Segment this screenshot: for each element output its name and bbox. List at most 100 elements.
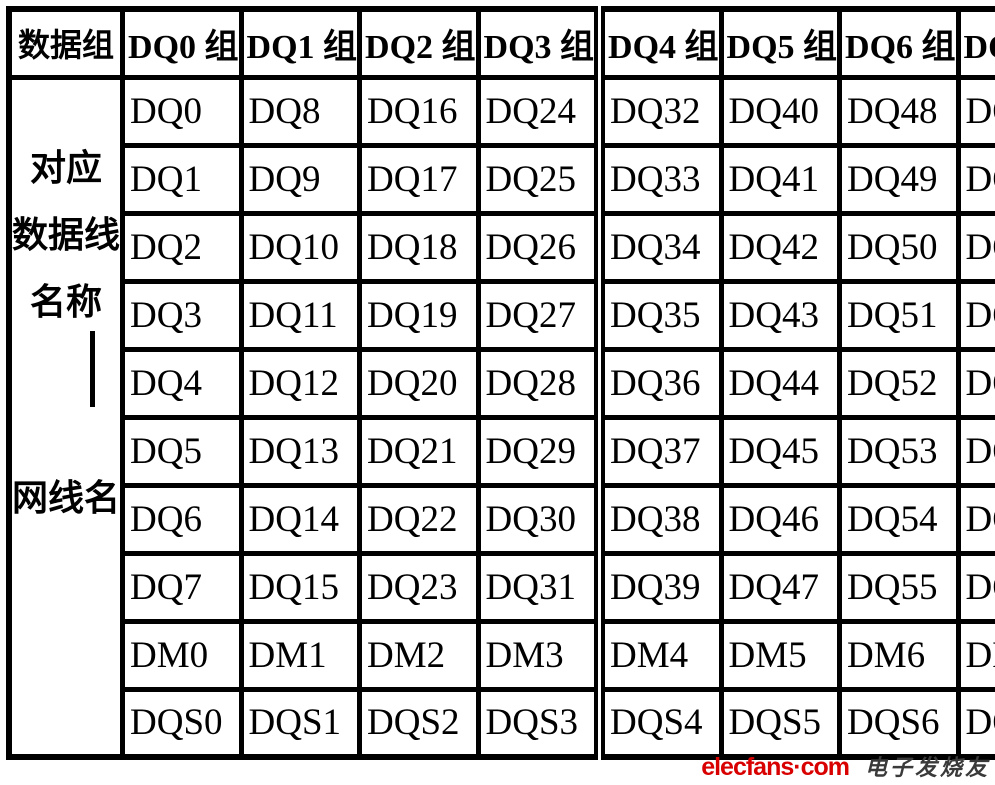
table-row: DQ6 DQ14 DQ22 DQ30 DQ38 DQ46 DQ54 DQ62 <box>9 482 995 556</box>
table-cell: DQ11 <box>238 278 363 352</box>
label-line-3: 名称 <box>30 281 103 322</box>
label-line-4: 网线名 <box>12 477 121 518</box>
table-cell: DQS3 <box>475 686 603 760</box>
table-cell: DQ41 <box>718 142 843 216</box>
table-cell: DQ31 <box>475 550 603 624</box>
table-cell: DQS4 <box>594 686 724 760</box>
table-cell: DQ61 <box>955 414 995 488</box>
vertical-dash <box>89 330 95 407</box>
column-header-dq4: DQ4 组 <box>594 6 724 80</box>
table-cell: DQ60 <box>955 346 995 420</box>
table-cell: DQ14 <box>238 482 363 556</box>
table-cell: DQ55 <box>837 550 961 624</box>
table-cell: DQS5 <box>718 686 843 760</box>
table-cell: DQ52 <box>837 346 961 420</box>
label-line-1: 对应 <box>30 147 103 188</box>
table-cell: DQ49 <box>837 142 961 216</box>
table-cell: DQ4 <box>120 346 244 420</box>
table-cell: DQ51 <box>837 278 961 352</box>
table-cell: DQ17 <box>357 142 481 216</box>
table-row: DQ5 DQ13 DQ21 DQ29 DQ37 DQ45 DQ53 DQ61 <box>9 414 995 488</box>
table-row: DM0 DM1 DM2 DM3 DM4 DM5 DM6 DM7 <box>9 618 995 692</box>
table-cell: DQ57 <box>955 142 995 216</box>
table-cell: DQ18 <box>357 210 481 284</box>
table-cell: DQ22 <box>357 482 481 556</box>
table-cell: DQ10 <box>238 210 363 284</box>
table-row: 对应 数据线 名称 网线名 DQ0 DQ8 DQ16 DQ24 DQ32 DQ4… <box>6 74 995 760</box>
corner-header: 数据组 <box>6 6 126 80</box>
table-cell: DQ16 <box>357 74 481 148</box>
column-header-dq7: DQ7 组 <box>955 6 995 80</box>
table-cell: DQ27 <box>475 278 603 352</box>
table-cell: DQ26 <box>475 210 603 284</box>
table-cell: DQ46 <box>718 482 843 556</box>
watermark-chinese-text: 电子发烧友 <box>864 754 990 780</box>
table-row: DQ3 DQ11 DQ19 DQ27 DQ35 DQ43 DQ51 DQ59 <box>9 278 995 352</box>
table-cell: DQ32 <box>594 74 724 148</box>
table-cell: DQ6 <box>120 482 244 556</box>
table-row: DQS0 DQS1 DQS2 DQS3 DQS4 DQS5 DQS6 DQS7 <box>9 686 995 760</box>
table-cell: DM5 <box>718 618 843 692</box>
table-cell: DQ23 <box>357 550 481 624</box>
column-header-dq5: DQ5 组 <box>718 6 843 80</box>
table-cell: DQ40 <box>718 74 843 148</box>
table-row: DQ7 DQ15 DQ23 DQ31 DQ39 DQ47 DQ55 DQ64 <box>9 550 995 624</box>
table-cell: DQ25 <box>475 142 603 216</box>
table-cell: DM7 <box>955 618 995 692</box>
table-cell: DQ13 <box>238 414 363 488</box>
column-header-dq3: DQ3 组 <box>475 6 603 80</box>
table-cell: DQ28 <box>475 346 603 420</box>
table-cell: DQ9 <box>238 142 363 216</box>
table-cell: DQ34 <box>594 210 724 284</box>
table-cell: DQ39 <box>594 550 724 624</box>
table-cell: DQS6 <box>837 686 961 760</box>
table-cell: DM6 <box>837 618 961 692</box>
elecfans-logo: elecfans·com <box>701 753 850 781</box>
column-header-dq6: DQ6 组 <box>837 6 961 80</box>
table-cell: DQ54 <box>837 482 961 556</box>
table-cell: DQ0 <box>120 74 244 148</box>
table-cell: DQ5 <box>120 414 244 488</box>
table-cell: DM4 <box>594 618 724 692</box>
table-cell: DQ43 <box>718 278 843 352</box>
table-cell: DQ38 <box>594 482 724 556</box>
table-cell: DQ37 <box>594 414 724 488</box>
table-cell: DQ19 <box>357 278 481 352</box>
table-cell: DM3 <box>475 618 603 692</box>
column-header-dq0: DQ0 组 <box>120 6 244 80</box>
table-cell: DM1 <box>238 618 363 692</box>
watermark: elecfans·com 电子发烧友 <box>701 755 990 780</box>
table-cell: DQ2 <box>120 210 244 284</box>
table-cell: DQS1 <box>238 686 363 760</box>
table-cell: DQS2 <box>357 686 481 760</box>
table-cell: DQ1 <box>120 142 244 216</box>
table-cell: DQ45 <box>718 414 843 488</box>
table-cell: DQ29 <box>475 414 603 488</box>
row-group-label-text: 对应 数据线 名称 网线名 <box>12 82 121 518</box>
table-row: DQ1 DQ9 DQ17 DQ25 DQ33 DQ41 DQ49 DQ57 <box>9 142 995 216</box>
label-line-2: 数据线 <box>12 214 121 255</box>
table-cell: DQ7 <box>120 550 244 624</box>
table-cell: DM2 <box>357 618 481 692</box>
table-row: DQ2 DQ10 DQ18 DQ26 DQ34 DQ42 DQ50 DQ58 <box>9 210 995 284</box>
table-cell: DQ15 <box>238 550 363 624</box>
table-cell: DQ50 <box>837 210 961 284</box>
table-cell: DQ12 <box>238 346 363 420</box>
column-header-dq2: DQ2 组 <box>357 6 481 80</box>
table-cell: DQ30 <box>475 482 603 556</box>
table-cell: DQ8 <box>238 74 363 148</box>
table-cell: DQS7 <box>955 686 995 760</box>
table-cell: DQ3 <box>120 278 244 352</box>
column-header-dq1: DQ1 组 <box>238 6 363 80</box>
table-row: DQ4 DQ12 DQ20 DQ28 DQ36 DQ44 DQ52 DQ60 <box>9 346 995 420</box>
table-cell: DQ48 <box>837 74 961 148</box>
table-cell: DQ58 <box>955 210 995 284</box>
table-cell: DQ36 <box>594 346 724 420</box>
table-cell: DQ64 <box>955 550 995 624</box>
table-cell: DQ62 <box>955 482 995 556</box>
table-cell: DQ21 <box>357 414 481 488</box>
table-cell: DQ53 <box>837 414 961 488</box>
table-cell: DQ59 <box>955 278 995 352</box>
table-cell: DQ20 <box>357 346 481 420</box>
